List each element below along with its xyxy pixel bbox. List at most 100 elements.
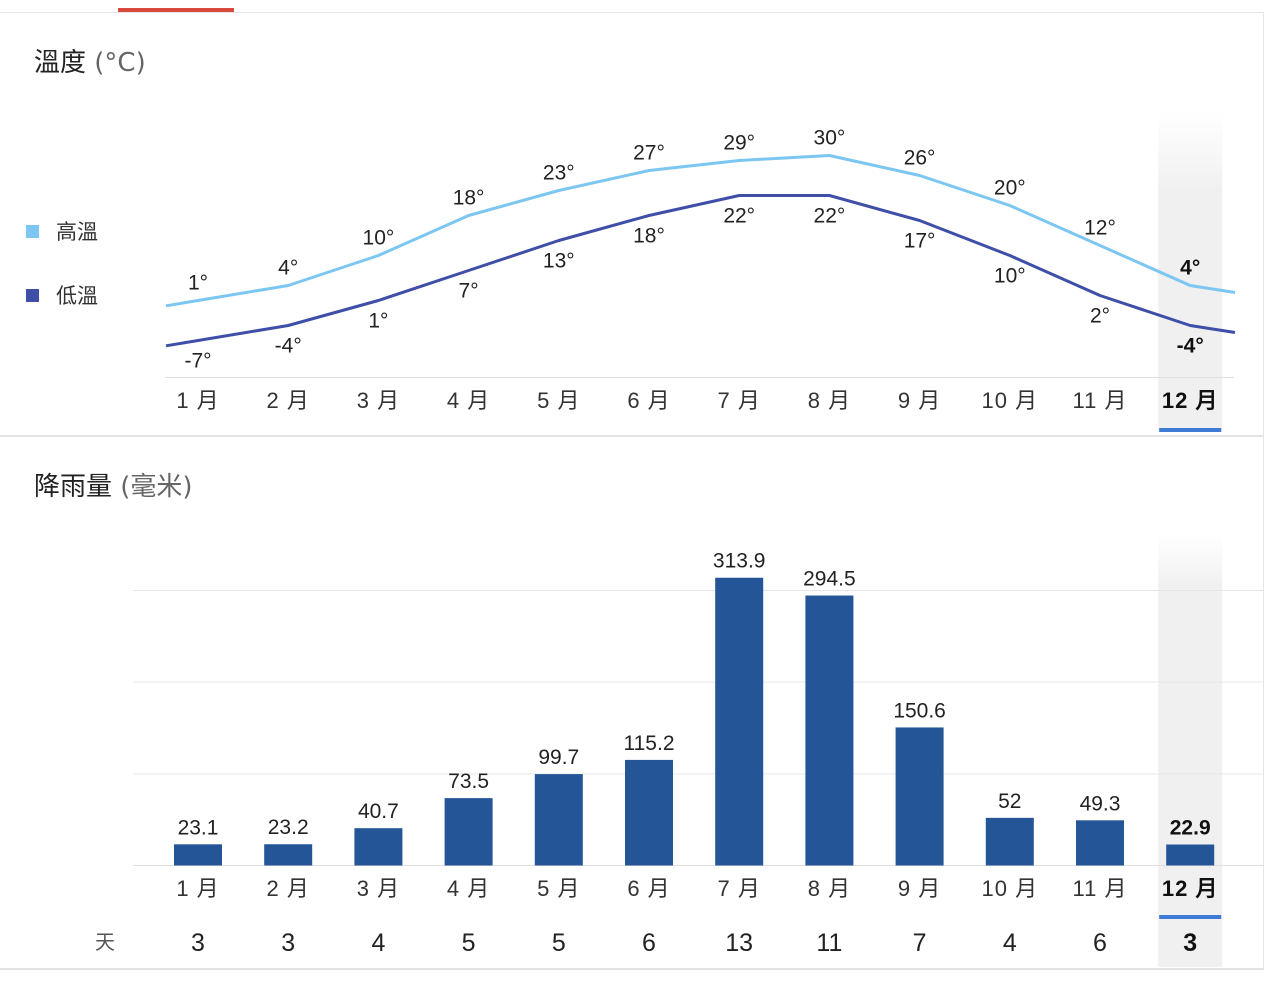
precip-bar xyxy=(625,759,673,866)
rain-days-value: 3 xyxy=(191,929,205,957)
temp-month-label: 2 月 xyxy=(267,388,310,413)
precip-month-label: 8 月 xyxy=(808,876,851,901)
precip-bar xyxy=(354,828,403,866)
precip-month-label: 7 月 xyxy=(718,876,761,901)
precip-value-label: 73.5 xyxy=(448,770,489,793)
high-temp-label: 10° xyxy=(363,227,395,250)
temp-month-label: 7 月 xyxy=(718,388,761,413)
temp-month-label: 6 月 xyxy=(627,388,670,413)
precip-month-label: 2 月 xyxy=(267,876,310,901)
precip-bar xyxy=(1166,844,1215,866)
precip-bar xyxy=(534,774,583,866)
low-temp-label: 7° xyxy=(459,280,479,303)
precip-month-label: 11 月 xyxy=(1073,876,1128,901)
rain-days-value: 11 xyxy=(816,929,842,957)
rain-days-value: 3 xyxy=(1183,929,1197,957)
low-temp-label: 22° xyxy=(723,205,755,228)
rain-days-value: 3 xyxy=(281,929,295,957)
precip-month-label: 9 月 xyxy=(898,876,941,901)
high-temp-label: 26° xyxy=(904,147,936,170)
precip-bar xyxy=(985,817,1034,866)
precip-unit: (毫米) xyxy=(120,472,193,502)
rain-days-value: 5 xyxy=(552,929,566,957)
legend-high-swatch xyxy=(26,224,39,238)
high-temp-label: 29° xyxy=(723,132,755,155)
high-temp-label: 4° xyxy=(1180,257,1200,280)
low-temp-label: 10° xyxy=(994,265,1026,288)
section-divider xyxy=(0,435,1264,437)
low-temp-line xyxy=(165,194,1236,348)
precip-value-label: 23.1 xyxy=(178,816,219,839)
legend-low: 低溫 xyxy=(26,280,98,310)
temperature-title-text: 溫度 xyxy=(34,48,87,78)
low-temp-label: 13° xyxy=(543,250,575,273)
rain-days-value: 6 xyxy=(1093,929,1107,957)
legend-high: 高溫 xyxy=(26,216,98,246)
rain-days-value: 5 xyxy=(462,929,476,957)
low-temp-label: 17° xyxy=(904,230,936,253)
temp-month-label: 8 月 xyxy=(808,388,851,413)
precip-value-label: 40.7 xyxy=(358,800,399,823)
temp-month-label: 1 月 xyxy=(176,388,219,413)
high-temp-label: 23° xyxy=(543,162,575,185)
days-label: 天 xyxy=(95,930,115,954)
precip-month-label: 4 月 xyxy=(447,876,490,901)
legend-low-swatch xyxy=(26,288,39,302)
high-temp-label: 30° xyxy=(814,127,846,150)
precip-month-label: 3 月 xyxy=(357,876,400,901)
high-temp-label: 12° xyxy=(1084,217,1116,240)
active-tab-indicator xyxy=(118,8,234,12)
precip-value-label: 49.3 xyxy=(1080,792,1121,815)
rain-days-value: 13 xyxy=(725,929,753,957)
precip-bar xyxy=(444,798,493,866)
precip-bar xyxy=(174,844,222,866)
precip-month-label: 1 月 xyxy=(176,876,219,901)
precip-title-text: 降雨量 xyxy=(34,472,113,502)
precip-value-label: 22.9 xyxy=(1170,817,1211,840)
rain-days-value: 7 xyxy=(913,929,927,957)
temp-selection-underline xyxy=(1159,428,1222,432)
precip-bar xyxy=(264,844,313,866)
precip-selection-highlight xyxy=(1158,535,1223,967)
precip-bar xyxy=(895,727,944,866)
temp-month-label: 4 月 xyxy=(447,388,490,413)
rain-days-value: 6 xyxy=(642,929,656,957)
low-temp-label: 18° xyxy=(633,225,665,248)
temp-month-label: 12 月 xyxy=(1162,388,1219,413)
temperature-unit: (°C) xyxy=(94,48,146,78)
high-temp-label: 27° xyxy=(633,142,665,165)
precipitation-chart: 23.1 23.2 40.7 73.5 99.7 115.2 313.9 294.5 150.6… xyxy=(133,535,1264,967)
high-temp-line xyxy=(165,154,1236,308)
top-divider xyxy=(0,12,1264,13)
precip-month-label: 6 月 xyxy=(627,876,670,901)
precip-selection-underline xyxy=(1159,915,1222,919)
high-temp-label: 4° xyxy=(278,257,298,280)
precip-bar xyxy=(805,595,854,866)
temp-month-label: 9 月 xyxy=(898,388,941,413)
precip-bar xyxy=(1076,820,1124,866)
high-temp-label: 20° xyxy=(994,177,1026,200)
precip-value-label: 52 xyxy=(998,790,1021,813)
temp-month-label: 10 月 xyxy=(982,388,1039,413)
precip-value-label: 115.2 xyxy=(624,732,675,755)
low-temp-label: -4° xyxy=(1177,335,1204,358)
high-temp-label: 18° xyxy=(453,187,485,210)
high-temp-label: 1° xyxy=(188,272,208,295)
precip-value-label: 313.9 xyxy=(713,550,766,573)
legend-low-label: 低溫 xyxy=(56,284,98,308)
precip-month-label: 12 月 xyxy=(1162,876,1219,901)
temp-month-label: 11 月 xyxy=(1073,388,1128,413)
precip-title: 降雨量 (毫米) xyxy=(34,466,193,503)
bottom-divider xyxy=(0,968,1264,970)
precip-month-label: 10 月 xyxy=(982,876,1039,901)
legend-high-label: 高溫 xyxy=(56,220,98,244)
precip-value-label: 23.2 xyxy=(268,816,309,839)
precip-value-label: 294.5 xyxy=(803,568,856,591)
low-temp-label: -7° xyxy=(184,350,211,373)
low-temp-label: 22° xyxy=(814,205,846,228)
low-temp-label: 1° xyxy=(368,310,388,333)
precip-month-label: 5 月 xyxy=(537,876,580,901)
precip-bar xyxy=(715,577,764,866)
temperature-chart: 1° 4° 10° 18° 23° 27° 29° 30° 26° 20° 12° 4° -7° -4° 1… xyxy=(165,112,1236,432)
precip-value-label: 150.6 xyxy=(893,699,946,722)
